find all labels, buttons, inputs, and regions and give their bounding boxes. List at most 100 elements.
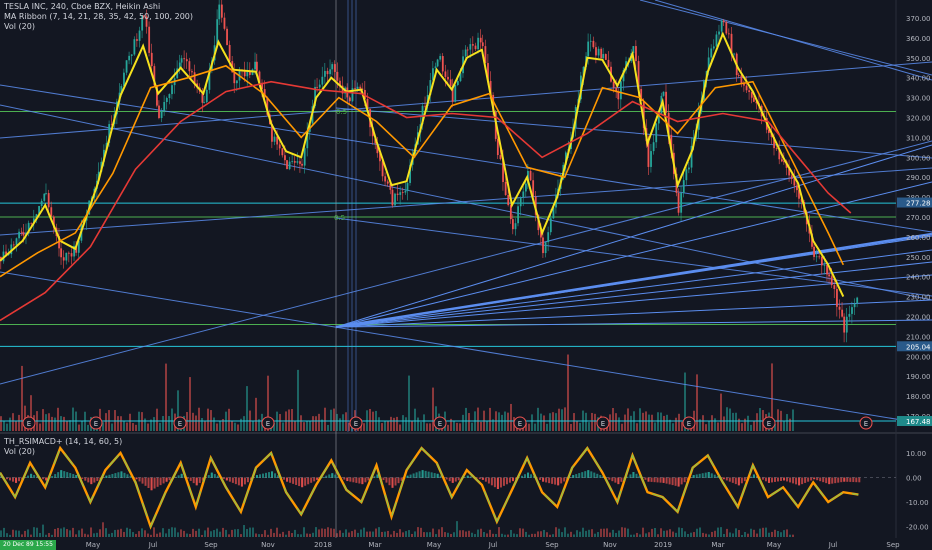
- candle-body: [841, 309, 844, 317]
- volume-bar: [291, 409, 293, 431]
- sub-volume-bar: [570, 531, 572, 537]
- histogram-bar: [665, 477, 668, 484]
- candle-body: [150, 52, 153, 67]
- earnings-event-marker[interactable]: E: [173, 416, 187, 430]
- sub-volume-bar: [108, 533, 110, 537]
- volume-bar: [585, 412, 587, 431]
- symbol-title[interactable]: TESLA INC, 240, Cboe BZX, Heikin Ashi: [4, 2, 161, 11]
- sub-volume-bar: [117, 529, 119, 537]
- volume-bar: [246, 386, 248, 431]
- candle-body: [32, 218, 35, 224]
- sub-volume-bar: [612, 529, 614, 537]
- histogram-bar: [298, 477, 301, 487]
- ma-ribbon-legend[interactable]: MA Ribbon (7, 14, 21, 28, 35, 42, 50, 10…: [4, 12, 193, 21]
- earnings-event-marker[interactable]: E: [89, 416, 103, 430]
- candle-body: [20, 231, 23, 233]
- sub-volume-bar: [240, 534, 242, 537]
- sub-volume-bar: [654, 528, 656, 537]
- histogram-bar: [505, 477, 508, 485]
- histogram-bar: [752, 474, 755, 478]
- volume-bar: [39, 423, 41, 431]
- histogram-bar: [397, 477, 400, 484]
- candle-body: [223, 17, 226, 29]
- earnings-event-marker[interactable]: E: [261, 416, 275, 430]
- event-marker-circle: [596, 416, 610, 430]
- sub-volume-bar: [366, 531, 368, 537]
- volume-bar: [279, 414, 281, 431]
- earnings-event-marker[interactable]: E: [596, 416, 610, 430]
- histogram-bar: [382, 477, 385, 481]
- sub-volume-bar: [414, 531, 416, 537]
- time-tick-label: Jul: [828, 541, 838, 549]
- sub-volume-bar: [165, 533, 167, 537]
- volume-legend[interactable]: Vol (20): [4, 22, 35, 31]
- histogram-bar: [129, 475, 132, 478]
- volume-bar: [432, 387, 434, 431]
- histogram-bar: [189, 477, 192, 481]
- event-marker-label: E: [601, 420, 605, 428]
- histogram-bar: [716, 476, 719, 478]
- price-tick-label: 370.00: [906, 15, 931, 23]
- candle-body: [62, 257, 65, 261]
- histogram-bar: [51, 476, 54, 478]
- volume-bar: [735, 412, 737, 431]
- candle-body: [203, 102, 206, 103]
- earnings-event-marker[interactable]: E: [22, 416, 36, 430]
- trendline: [0, 61, 932, 139]
- sub-volume-bar: [459, 530, 461, 537]
- volume-bar: [147, 423, 149, 431]
- candle-body: [288, 161, 291, 170]
- volume-bar: [573, 413, 575, 431]
- volume-bar: [318, 413, 320, 431]
- histogram-bar: [855, 477, 858, 483]
- earnings-event-marker[interactable]: E: [349, 416, 363, 430]
- price-tick-label: 350.00: [906, 55, 931, 63]
- sub-volume-bar: [741, 534, 743, 537]
- candle-body: [404, 190, 407, 193]
- volume-bar: [240, 418, 242, 431]
- sub-volume-bar: [774, 529, 776, 537]
- earnings-event-marker[interactable]: E: [762, 416, 776, 430]
- candle-body: [125, 60, 128, 73]
- candle-body: [665, 91, 667, 113]
- sub-volume-bar: [519, 528, 521, 537]
- earnings-event-marker[interactable]: E: [433, 416, 447, 430]
- candle-body: [394, 193, 396, 206]
- candle-body: [236, 80, 238, 84]
- candle-body: [180, 58, 183, 63]
- candle-body: [286, 160, 288, 170]
- sub-volume-bar: [264, 530, 266, 537]
- candle-body: [612, 81, 615, 88]
- sub-volume-legend[interactable]: Vol (20): [4, 447, 35, 456]
- price-tick-label: 210.00: [906, 333, 931, 341]
- histogram-bar: [165, 477, 168, 482]
- candle-body: [509, 205, 512, 220]
- candle-body: [366, 99, 369, 110]
- sub-volume-bar: [24, 530, 26, 537]
- volume-bar: [711, 415, 713, 431]
- sub-volume-bar: [642, 527, 644, 537]
- candle-body: [15, 238, 18, 245]
- histogram-bar: [394, 477, 397, 486]
- histogram-bar: [424, 470, 427, 478]
- candle-body: [600, 48, 603, 59]
- candle-body: [788, 167, 791, 176]
- earnings-event-marker[interactable]: E: [682, 416, 696, 430]
- sub-volume-bar: [624, 527, 626, 537]
- oscillator-line: [0, 446, 859, 529]
- volume-bar: [66, 420, 68, 431]
- earnings-event-marker[interactable]: E: [513, 416, 527, 430]
- histogram-bar: [237, 477, 240, 486]
- volume-bar: [414, 408, 416, 431]
- histogram-bar: [0, 476, 2, 478]
- volume-bars: [0, 354, 794, 431]
- volume-bar: [207, 408, 209, 431]
- time-tick-label: Mar: [711, 541, 724, 549]
- oscillator-legend[interactable]: TH_RSIMACD+ (14, 14, 60, 5): [4, 437, 123, 446]
- candle-body: [818, 256, 821, 258]
- volume-bar: [294, 420, 296, 431]
- histogram-bar: [677, 477, 680, 487]
- earnings-event-marker[interactable]: E: [859, 416, 873, 430]
